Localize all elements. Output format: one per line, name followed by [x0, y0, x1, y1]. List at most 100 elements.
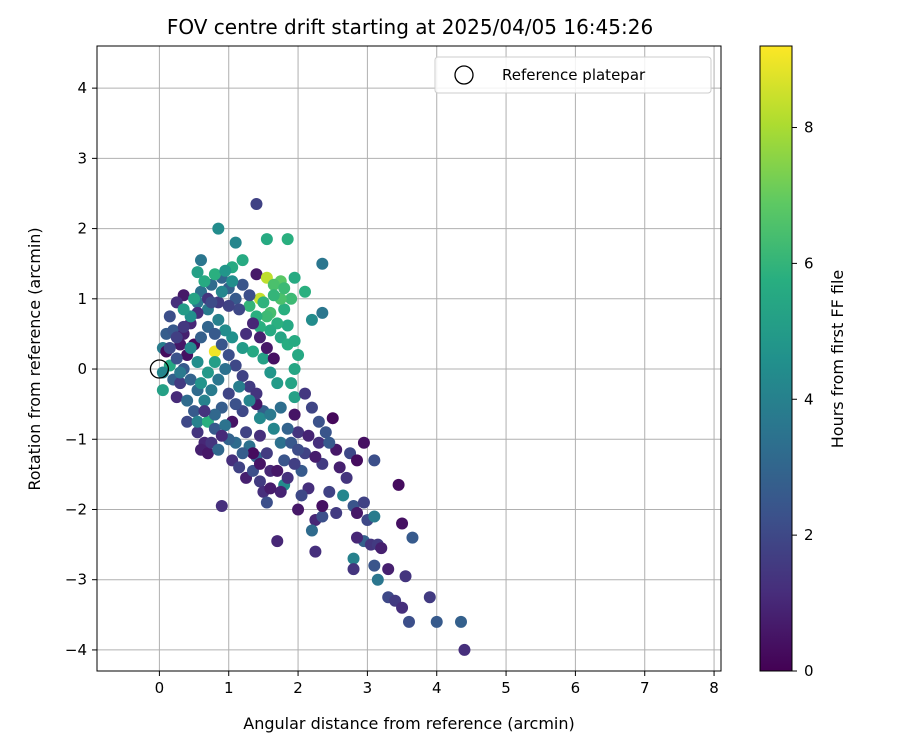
data-point	[233, 461, 246, 474]
data-point	[323, 436, 336, 449]
data-point	[312, 415, 325, 428]
data-point	[281, 471, 294, 484]
data-point	[357, 496, 370, 509]
data-point	[229, 359, 242, 372]
x-tick-label: 0	[155, 679, 165, 697]
data-point	[309, 545, 322, 558]
data-point	[243, 394, 256, 407]
data-point	[333, 461, 346, 474]
data-point	[191, 426, 204, 439]
scatter-points	[156, 198, 471, 656]
data-point	[201, 366, 214, 379]
data-point	[181, 394, 194, 407]
data-point	[406, 531, 419, 544]
y-tick-label: 4	[77, 79, 87, 97]
data-point	[288, 363, 301, 376]
data-point	[316, 510, 329, 523]
reference-point	[149, 359, 170, 379]
data-point	[219, 324, 232, 337]
data-point	[351, 506, 363, 519]
data-point	[264, 482, 277, 495]
y-tick-label: −2	[65, 500, 87, 518]
data-point	[260, 447, 273, 460]
data-point	[340, 471, 353, 484]
data-point	[219, 264, 232, 277]
data-point	[205, 384, 218, 397]
y-tick-label: 2	[77, 220, 87, 238]
data-point	[229, 236, 242, 249]
data-point	[184, 341, 197, 354]
data-point	[281, 233, 294, 246]
colorbar-tick-label: 6	[804, 254, 814, 272]
data-point	[229, 398, 242, 411]
y-tick-label: 1	[77, 290, 87, 308]
data-point	[271, 377, 284, 390]
colorbar-tick-label: 8	[804, 119, 814, 137]
data-point	[368, 510, 381, 523]
data-point	[222, 299, 235, 312]
data-point	[215, 429, 228, 442]
data-point	[226, 275, 239, 288]
data-point	[264, 408, 277, 421]
data-point	[285, 292, 298, 305]
data-point	[292, 426, 305, 439]
data-point	[233, 380, 246, 393]
data-point	[309, 450, 322, 463]
data-point	[253, 429, 266, 442]
data-point	[170, 331, 183, 344]
data-point	[264, 324, 277, 337]
data-point	[455, 615, 467, 628]
data-point	[371, 573, 384, 586]
data-point	[288, 271, 301, 284]
data-point	[305, 401, 318, 414]
colorbar-tick-label: 0	[804, 662, 814, 680]
data-point	[281, 319, 294, 332]
data-point	[347, 563, 360, 576]
data-point	[382, 563, 395, 576]
data-point	[174, 366, 187, 379]
data-point	[326, 412, 339, 425]
x-axis-label: Angular distance from reference (arcmin)	[243, 714, 574, 733]
data-point	[236, 278, 249, 291]
legend-label: Reference platepar	[502, 66, 646, 84]
data-point	[375, 542, 388, 555]
data-point	[174, 377, 187, 390]
data-point	[288, 457, 301, 470]
data-point	[191, 356, 204, 369]
data-point	[201, 447, 214, 460]
data-point	[181, 415, 194, 428]
legend: Reference platepar	[434, 56, 712, 94]
x-axis-ticks: 0 1 2 3 4 5 6 7 8	[155, 671, 719, 697]
data-point	[247, 345, 259, 358]
data-point	[188, 292, 201, 305]
x-tick-label: 4	[432, 679, 442, 697]
data-point	[236, 341, 249, 354]
data-point	[292, 348, 305, 361]
data-point	[430, 615, 443, 628]
data-point	[288, 408, 301, 421]
y-tick-label: 3	[77, 149, 87, 167]
data-point	[236, 254, 249, 267]
legend-marker-icon	[454, 65, 474, 85]
data-point	[399, 570, 412, 583]
data-point	[274, 401, 287, 414]
data-point	[292, 443, 305, 456]
data-point	[288, 391, 301, 404]
data-point	[253, 457, 266, 470]
data-point	[271, 535, 284, 548]
data-point	[253, 331, 266, 344]
colorbar-ticks: 0 2 4 6 8	[792, 119, 814, 680]
data-point	[267, 278, 280, 291]
data-point	[219, 363, 232, 376]
data-point	[278, 454, 291, 467]
data-point	[156, 384, 169, 397]
data-point	[423, 591, 436, 604]
data-point	[215, 338, 228, 351]
data-point	[396, 601, 409, 614]
y-axis-ticks: −4 −3 −2 −1 0 1 2 3 4	[65, 79, 97, 659]
data-point	[257, 296, 270, 309]
x-tick-label: 2	[293, 679, 303, 697]
data-point	[170, 352, 183, 365]
data-point	[299, 285, 311, 298]
data-point	[302, 429, 315, 442]
